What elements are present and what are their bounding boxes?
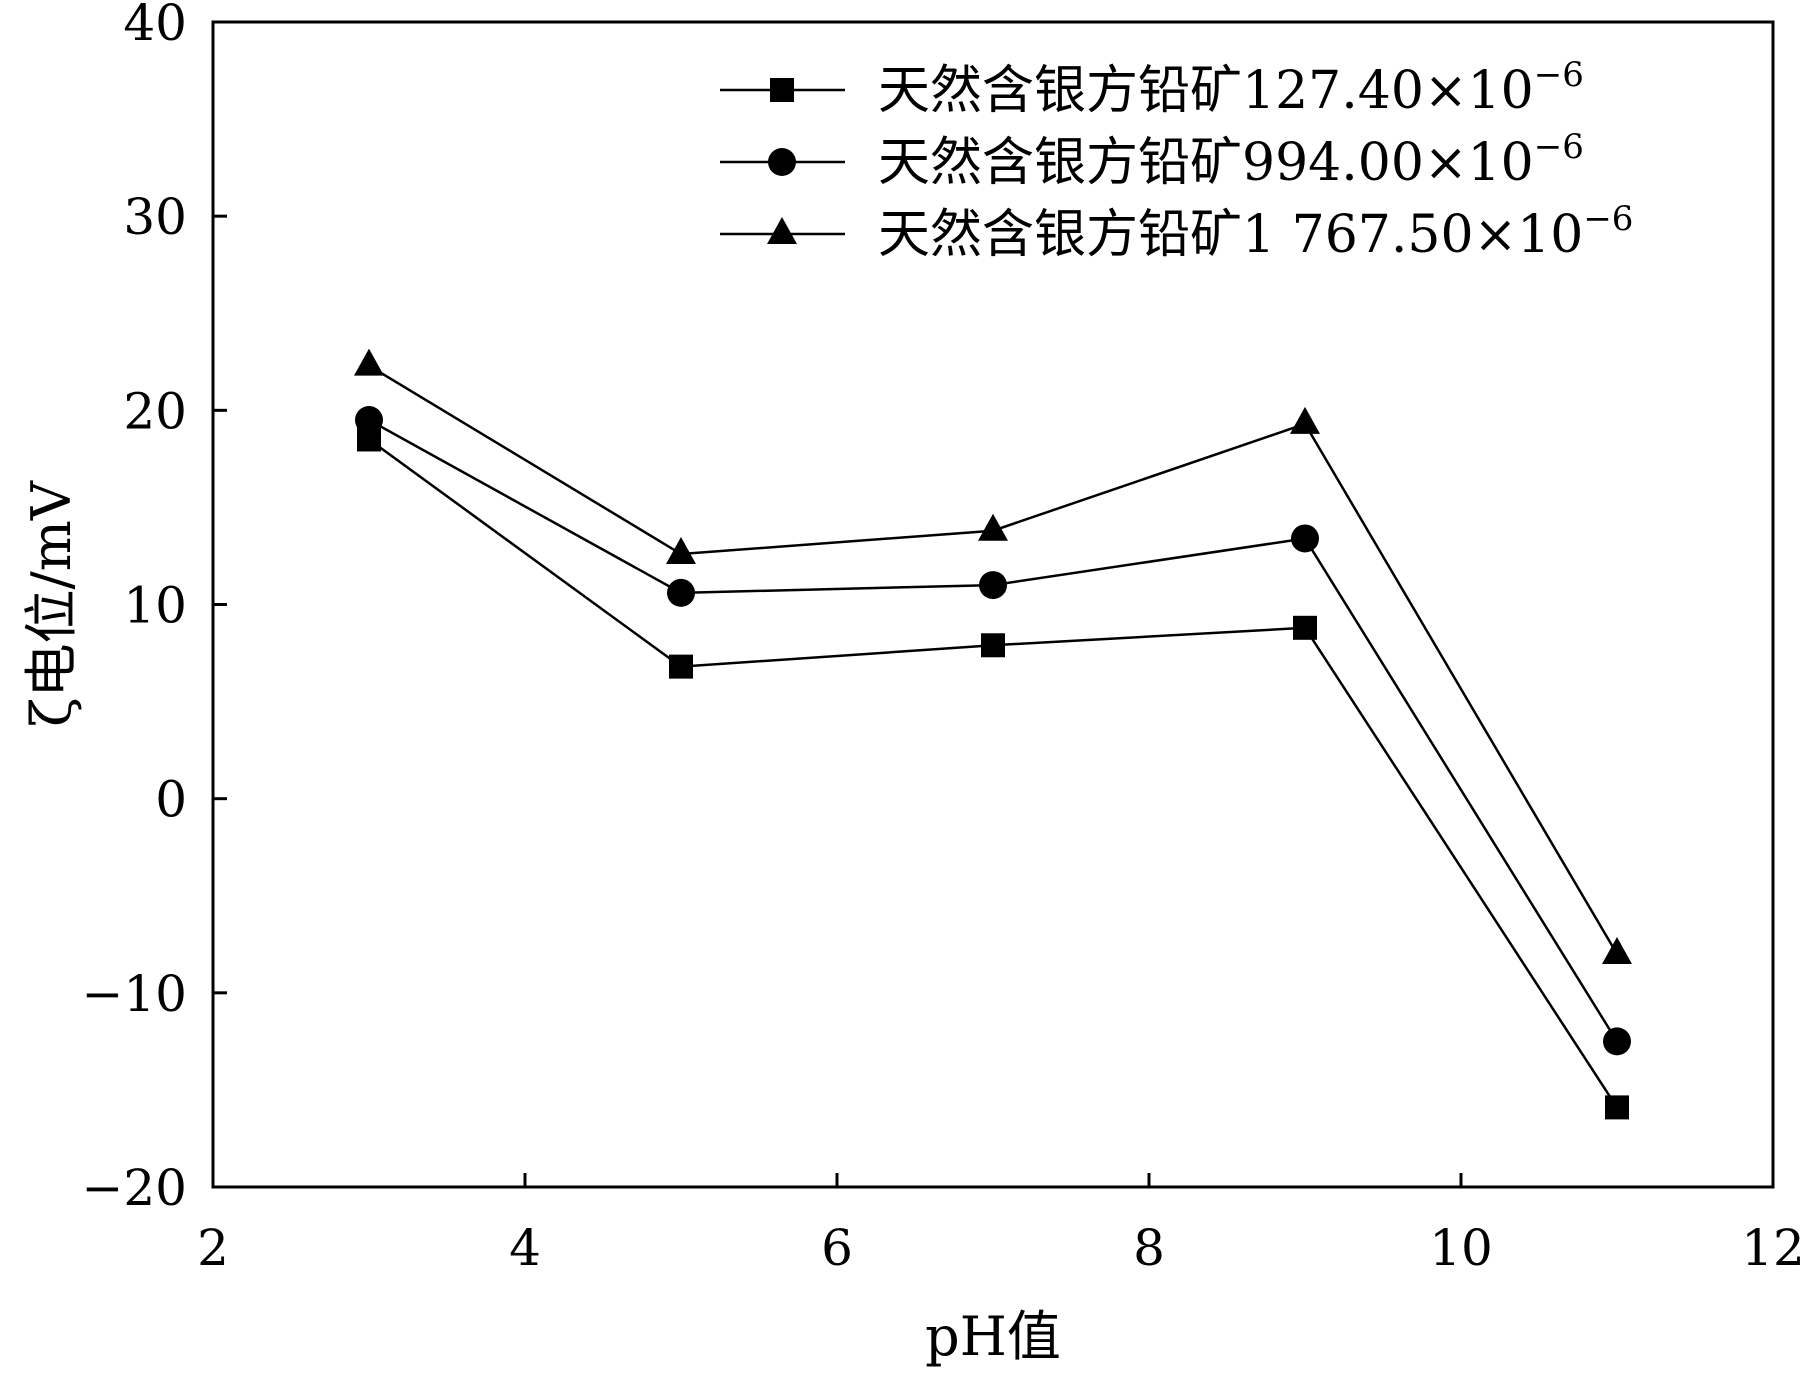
legend-label-exponent: −6 [1583,199,1633,239]
y-axis-title: ζ电位/mV [20,480,83,727]
x-tick-label: 12 [1741,1219,1805,1277]
y-tick-label: 10 [123,577,187,635]
series-lines [368,364,1619,1109]
x-tick-label: 2 [197,1219,229,1277]
triangle-marker [1290,406,1320,434]
y-tick-label: −20 [81,1159,187,1217]
circle-marker [355,406,383,435]
axis-ticks: 2 4 6 8 10 12 −20 −10 0 10 20 30 40 [81,0,1804,1277]
square-marker [1293,615,1317,640]
legend-label-exponent: −6 [1534,55,1584,95]
circle-marker [1603,1027,1631,1056]
triangle-marker [978,513,1008,541]
x-tick-label: 8 [1133,1219,1165,1277]
legend-label-2: 天然含银方铅矿994.00×10−6 [878,127,1584,193]
legend: 天然含银方铅矿127.40×10−6天然含银方铅矿994.00×10−6天然含银… [720,55,1633,265]
series-line-2 [368,418,1619,1043]
legend-label-main: 天然含银方铅矿1 767.50×10 [878,205,1583,265]
y-tick-label: 30 [123,188,187,246]
circle-marker [979,571,1007,600]
square-marker [1605,1095,1629,1120]
triangle-marker [1602,937,1632,964]
triangle-marker [354,348,384,376]
y-tick-label: 0 [155,771,187,829]
square-marker [981,633,1005,658]
x-tick-label: 6 [821,1219,853,1277]
series-markers [354,348,1632,1120]
legend-label-1: 天然含银方铅矿127.40×10−6 [878,55,1584,121]
triangle-marker [767,217,797,244]
circle-marker [1291,524,1319,553]
x-axis-title: pH值 [925,1305,1061,1368]
circle-marker [768,148,796,176]
circle-marker [667,578,695,607]
y-tick-label: −10 [81,965,187,1023]
plot-frame [211,20,1775,1189]
triangle-marker [666,537,696,565]
legend-label-3: 天然含银方铅矿1 767.50×10−6 [878,199,1633,265]
y-tick-label: 20 [123,382,187,440]
series-line-3 [368,364,1619,955]
square-marker [770,78,794,102]
x-tick-label: 10 [1429,1219,1493,1277]
y-tick-label: 40 [123,0,187,52]
legend-label-main: 天然含银方铅矿127.40×10 [878,61,1534,121]
legend-label-main: 天然含银方铅矿994.00×10 [878,133,1534,193]
square-marker [669,654,693,679]
x-tick-label: 4 [509,1219,541,1277]
legend-label-exponent: −6 [1534,127,1584,167]
